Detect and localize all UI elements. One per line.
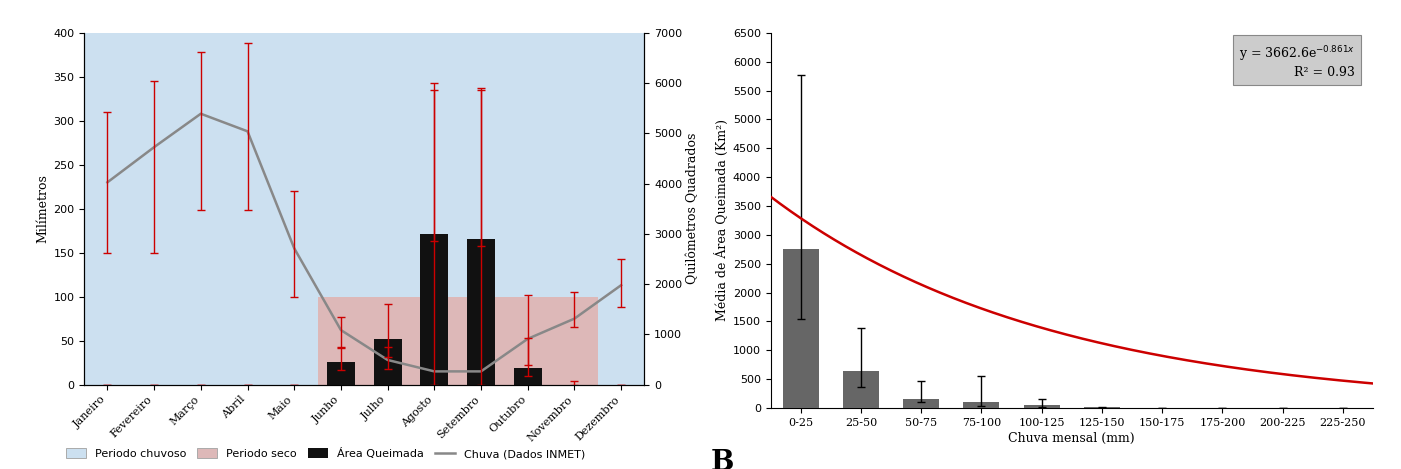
Y-axis label: Milímetros: Milímetros [36,174,49,243]
Bar [420,234,448,385]
Bar [84,33,644,385]
Bar [1024,405,1059,408]
Bar [783,250,818,408]
Bar [514,368,542,385]
Bar [843,371,878,408]
X-axis label: Chuva mensal (mm): Chuva mensal (mm) [1009,432,1135,445]
Y-axis label: Quilômetros Quadrados: Quilômetros Quadrados [686,133,699,284]
Bar [374,340,402,385]
Text: y = 3662.6e$^{-0.861x}$
R² = 0.93: y = 3662.6e$^{-0.861x}$ R² = 0.93 [1238,44,1355,79]
Legend: Periodo chuvoso, Periodo seco, Área Queimada, Chuva (Dados INMET): Periodo chuvoso, Periodo seco, Área Quei… [62,444,590,463]
Text: B: B [710,448,734,469]
Bar [326,362,354,385]
Y-axis label: Média de Área Queimada (Km²): Média de Área Queimada (Km²) [715,120,729,321]
Bar [318,297,598,385]
Bar [964,402,999,408]
Bar [467,239,495,385]
Bar [904,399,939,408]
